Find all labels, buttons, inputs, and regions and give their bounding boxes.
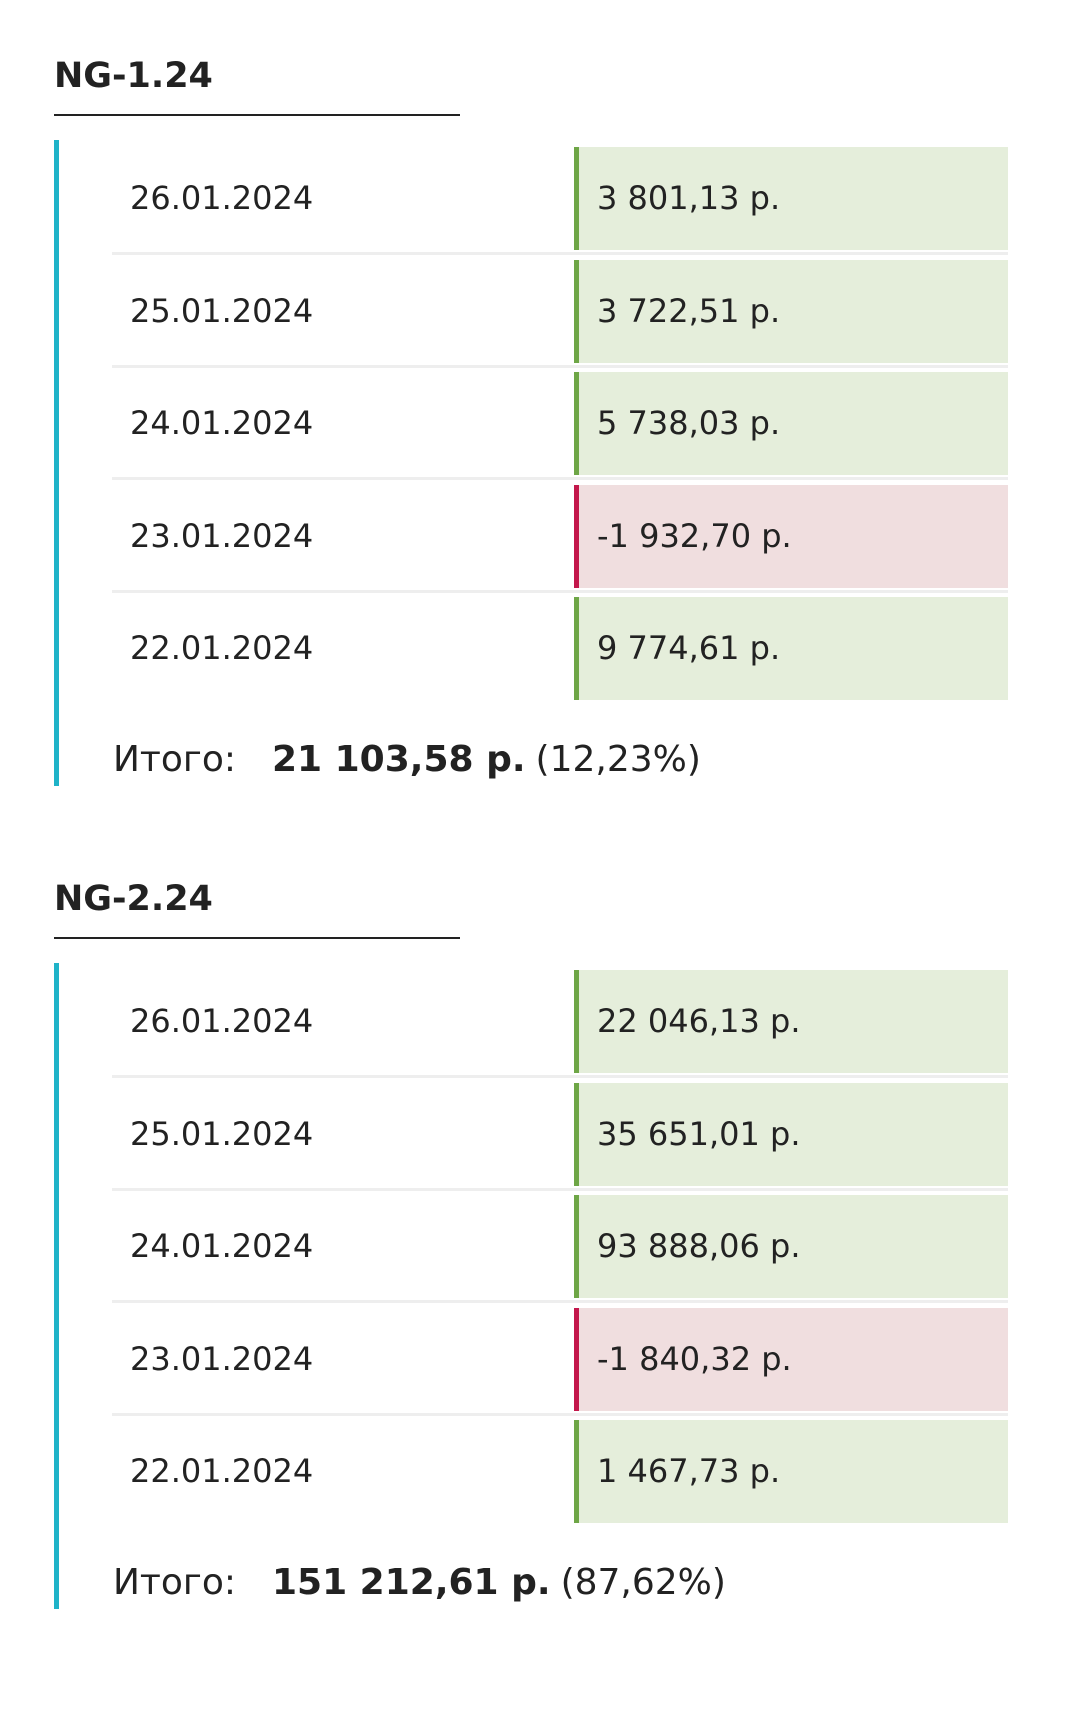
total-line: Итого: 151 212,61 р. (87,62%) [113, 1558, 726, 1608]
section-bar [54, 140, 59, 786]
row-separator [112, 1187, 1008, 1191]
row-value: 9 774,61 р. [574, 597, 1008, 701]
row-value: -1 932,70 р. [574, 484, 1008, 588]
row-date: 25.01.2024 [130, 291, 314, 330]
row-value: 1 467,73 р. [574, 1420, 1008, 1524]
row-value: 35 651,01 р. [574, 1082, 1008, 1186]
total-amount: 151 212,61 р. [272, 1562, 551, 1603]
row-separator [112, 364, 1008, 368]
row-date: 24.01.2024 [130, 404, 314, 443]
total-percent: (87,62%) [560, 1562, 726, 1603]
row-separator [112, 1300, 1008, 1304]
row-date: 26.01.2024 [130, 1002, 314, 1040]
total-amount: 21 103,58 р. [272, 739, 526, 780]
row-date: 23.01.2024 [130, 1339, 314, 1378]
total-line: Итого: 21 103,58 р. (12,23%) [113, 735, 701, 785]
total-label: Итого: [113, 739, 236, 780]
row-value: 3 722,51 р. [574, 259, 1008, 363]
row-separator [112, 1075, 1008, 1078]
title-underline [54, 114, 460, 116]
row-value: 93 888,06 р. [574, 1195, 1008, 1299]
row-value: 22 046,13 р. [574, 970, 1008, 1073]
row-date: 25.01.2024 [130, 1114, 314, 1153]
row-date: 22.01.2024 [130, 629, 314, 668]
title-underline [54, 937, 460, 939]
row-value: -1 840,32 р. [574, 1307, 1008, 1411]
row-value: 3 801,13 р. [574, 147, 1008, 250]
row-separator [112, 477, 1008, 481]
row-date: 24.01.2024 [130, 1227, 314, 1266]
section-title: NG-1.24 [54, 56, 213, 96]
total-label: Итого: [113, 1562, 236, 1603]
total-percent: (12,23%) [535, 739, 701, 780]
row-date: 22.01.2024 [130, 1452, 314, 1491]
row-date: 23.01.2024 [130, 516, 314, 555]
section-title: NG-2.24 [54, 879, 213, 919]
row-separator [112, 1412, 1008, 1416]
row-date: 26.01.2024 [130, 179, 314, 217]
row-value: 5 738,03 р. [574, 372, 1008, 476]
row-separator [112, 589, 1008, 593]
row-separator [112, 252, 1008, 255]
section-bar [54, 963, 59, 1609]
